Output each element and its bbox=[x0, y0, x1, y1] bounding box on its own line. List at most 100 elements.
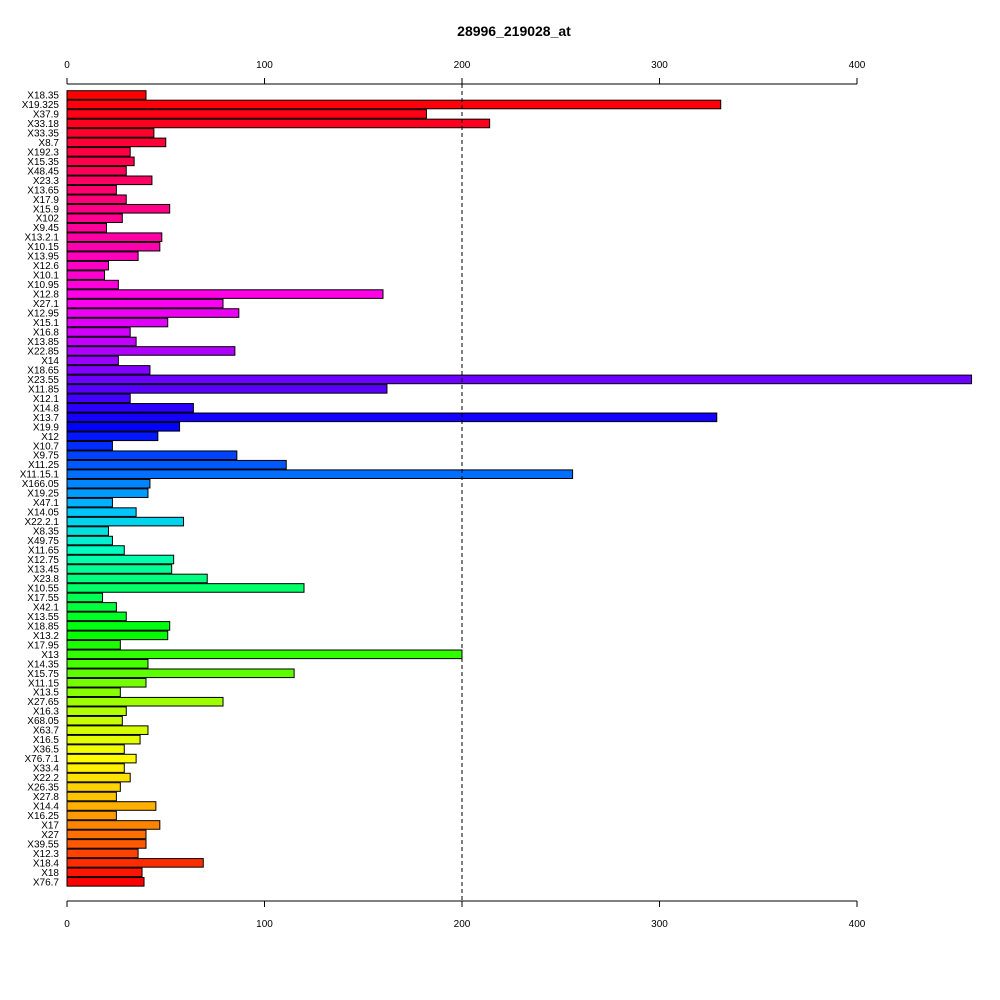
tick-label: 300 bbox=[651, 919, 668, 930]
category-label: X14.4 bbox=[33, 802, 60, 813]
bar bbox=[66, 365, 151, 375]
bar bbox=[66, 327, 131, 337]
bar bbox=[66, 99, 722, 110]
bar bbox=[66, 469, 574, 479]
category-label: X18 bbox=[41, 868, 59, 879]
bar bbox=[66, 346, 236, 356]
category-label: X8.7 bbox=[38, 138, 59, 149]
bottom-x-axis: 0 100 200 300 400 bbox=[64, 900, 866, 930]
category-label: X14 bbox=[41, 356, 59, 367]
category-label: X33.4 bbox=[33, 764, 60, 775]
bar bbox=[66, 128, 155, 138]
bar bbox=[66, 649, 463, 660]
bar bbox=[66, 232, 163, 242]
category-label: X49.75 bbox=[27, 536, 59, 547]
category-label: X76.7 bbox=[33, 877, 60, 888]
bar bbox=[66, 478, 151, 489]
bar bbox=[66, 251, 139, 261]
bar bbox=[66, 384, 388, 394]
bar bbox=[66, 203, 171, 214]
bar bbox=[66, 393, 131, 404]
bar bbox=[66, 801, 157, 811]
category-label: X13.5 bbox=[33, 688, 60, 699]
category-label: X47.1 bbox=[33, 498, 60, 509]
category-label: X23.55 bbox=[27, 375, 59, 386]
bar bbox=[66, 820, 161, 830]
bar bbox=[66, 668, 295, 679]
category-label: X9.75 bbox=[33, 451, 60, 462]
bar bbox=[66, 763, 125, 773]
category-label: X8.35 bbox=[33, 527, 60, 538]
bar bbox=[66, 545, 125, 555]
category-label: X13 bbox=[41, 650, 59, 661]
category-label: X22.85 bbox=[27, 346, 59, 357]
tick-label: 400 bbox=[849, 919, 866, 930]
bar bbox=[66, 270, 106, 280]
category-label: X16.25 bbox=[27, 811, 59, 822]
bar bbox=[66, 791, 117, 802]
bar bbox=[66, 592, 104, 603]
category-label: X17 bbox=[41, 820, 59, 831]
category-label: X11.85 bbox=[28, 384, 59, 395]
tick-label: 300 bbox=[651, 60, 668, 71]
bar bbox=[66, 810, 117, 821]
bar bbox=[66, 440, 113, 451]
category-label: X13.65 bbox=[27, 185, 59, 196]
category-label: X15.1 bbox=[33, 318, 60, 329]
category-label: X12.95 bbox=[27, 309, 59, 320]
category-label: X10.95 bbox=[27, 280, 59, 291]
category-label: X10.15 bbox=[27, 242, 59, 253]
category-label: X15.75 bbox=[27, 669, 59, 680]
bar bbox=[66, 317, 169, 328]
category-label: X18.4 bbox=[33, 858, 60, 869]
bar bbox=[66, 772, 131, 783]
category-label: X13.45 bbox=[27, 565, 59, 576]
bar bbox=[66, 782, 121, 792]
tick-label: 400 bbox=[849, 60, 866, 71]
bar bbox=[66, 867, 143, 878]
bar bbox=[66, 355, 119, 366]
category-label: X16.8 bbox=[33, 328, 60, 339]
category-label: X26.35 bbox=[27, 783, 59, 794]
category-label: X16.5 bbox=[33, 735, 60, 746]
bar bbox=[66, 185, 117, 195]
bar bbox=[66, 118, 491, 129]
bar bbox=[66, 412, 718, 423]
bar bbox=[66, 497, 113, 508]
category-label: X48.45 bbox=[27, 166, 59, 177]
category-label: X76.7.1 bbox=[25, 754, 60, 765]
bar bbox=[66, 516, 185, 527]
category-label: X9.45 bbox=[33, 223, 60, 234]
bar bbox=[66, 725, 149, 735]
category-label: X11.15 bbox=[28, 678, 59, 689]
bar bbox=[66, 640, 121, 650]
category-label: X22.2.1 bbox=[25, 517, 60, 528]
category-label: X13.7 bbox=[33, 413, 60, 424]
category-label: X12.1 bbox=[33, 394, 60, 405]
category-label: X18.65 bbox=[27, 365, 59, 376]
bar bbox=[66, 175, 153, 186]
category-label: X11.15.1 bbox=[20, 470, 60, 481]
bar bbox=[66, 137, 167, 148]
category-label: X33.35 bbox=[27, 128, 59, 139]
bar-series bbox=[66, 90, 973, 887]
category-label: X13.95 bbox=[27, 252, 59, 263]
category-label: X13.85 bbox=[27, 337, 59, 348]
tick-label: 100 bbox=[256, 919, 273, 930]
bar bbox=[66, 602, 117, 612]
category-label: X12.8 bbox=[33, 290, 60, 301]
category-label: X192.3 bbox=[27, 147, 59, 158]
bar bbox=[66, 213, 123, 224]
category-label: X15.9 bbox=[33, 204, 60, 215]
bar bbox=[66, 630, 169, 641]
category-label: X17.9 bbox=[33, 195, 60, 206]
bar bbox=[66, 403, 194, 413]
bar bbox=[66, 336, 137, 347]
category-label: X27.65 bbox=[27, 697, 59, 708]
bar bbox=[66, 696, 224, 707]
bar bbox=[66, 279, 119, 290]
category-label: X23.8 bbox=[33, 574, 60, 585]
bar bbox=[66, 583, 305, 593]
bar bbox=[66, 241, 161, 252]
bar bbox=[66, 374, 973, 385]
